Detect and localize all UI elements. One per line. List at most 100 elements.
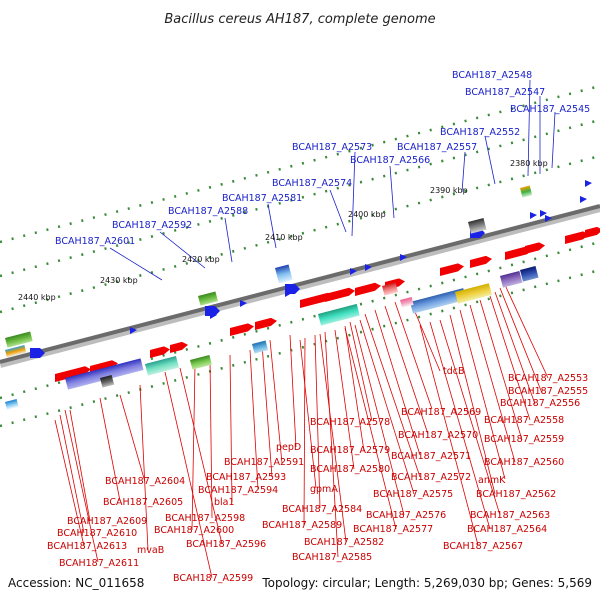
colored-gene-block xyxy=(5,398,19,410)
bottom-leader-line xyxy=(499,287,543,394)
bottom-leader-line xyxy=(191,364,196,531)
scale-label: 2410 kbp xyxy=(265,233,303,242)
bottom-leader-line xyxy=(54,419,85,547)
bottom-gene-label: BCAH187_A2605 xyxy=(103,497,183,508)
colored-gene-block xyxy=(520,185,533,198)
bottom-leader-line xyxy=(314,334,321,509)
colored-gene-block xyxy=(145,355,179,376)
bottom-gene-label: BCAH187_A2584 xyxy=(282,504,362,515)
bottom-leader-line xyxy=(429,321,491,530)
bottom-leader-line xyxy=(119,394,146,483)
gene-arrow-blue xyxy=(240,300,247,307)
gene-arrow-forward xyxy=(325,287,355,302)
top-gene-label: BCAH187_A2566 xyxy=(350,155,430,166)
gene-arrow-blue xyxy=(130,327,137,334)
gene-arrow-blue xyxy=(530,212,537,219)
colored-gene-block xyxy=(318,303,360,326)
top-leader-line xyxy=(527,79,531,177)
bottom-gene-label: tdcB xyxy=(443,366,465,377)
gene-arrow-blue xyxy=(585,180,592,187)
bottom-gene-label: anmK xyxy=(478,475,506,486)
bottom-leader-line xyxy=(324,331,339,558)
bottom-gene-label: BCAH187_A2556 xyxy=(500,398,580,409)
bottom-leader-line xyxy=(449,314,496,495)
guide-track xyxy=(0,240,600,400)
bottom-gene-label: mvaB xyxy=(137,545,164,556)
top-gene-label: BCAH187_A2581 xyxy=(222,193,302,204)
bottom-gene-label: BCAH187_A2570 xyxy=(398,430,478,441)
scale-label: 2420 kbp xyxy=(182,255,220,264)
bottom-gene-label: BCAH187_A2611 xyxy=(59,558,139,569)
guide-track xyxy=(0,118,600,278)
gene-arrow-blue xyxy=(545,215,552,222)
colored-gene-block xyxy=(455,283,492,304)
colored-gene-block xyxy=(520,265,539,282)
bottom-leader-line xyxy=(164,371,213,579)
top-gene-label: BCAH187_A2545 xyxy=(510,104,590,115)
bottom-gene-label: BCAH187_A2594 xyxy=(198,485,278,496)
bottom-gene-label: BCAH187_A2610 xyxy=(57,528,137,539)
bottom-gene-label: BCAH187_A2591 xyxy=(224,457,304,468)
scale-label: 2440 kbp xyxy=(18,293,56,302)
bottom-leader-line xyxy=(374,309,421,456)
gene-arrow-forward xyxy=(525,242,545,254)
bottom-gene-label: BCAH187_A2569 xyxy=(401,407,481,418)
map-title: Bacillus cereus AH187, complete genome xyxy=(164,12,435,27)
bottom-leader-line xyxy=(261,343,273,478)
colored-gene-block xyxy=(100,374,115,388)
bottom-gene-label: BCAH187_A2553 xyxy=(508,373,588,384)
gene-arrow-forward xyxy=(150,346,170,358)
gene-arrow-blue xyxy=(350,268,357,275)
bottom-gene-label: BCAH187_A2609 xyxy=(67,516,147,527)
gene-arrow-blue xyxy=(540,210,547,217)
colored-gene-block xyxy=(275,264,293,284)
colored-gene-block xyxy=(468,217,487,234)
bottom-leader-line xyxy=(209,359,213,519)
bottom-gene-label: BCAH187_A2575 xyxy=(373,489,453,500)
top-leader-line xyxy=(159,231,206,269)
top-leader-line xyxy=(109,247,163,281)
bottom-gene-label: BCAH187_A2571 xyxy=(391,451,471,462)
bottom-leader-line xyxy=(303,337,306,526)
bottom-leader-line xyxy=(504,284,549,379)
bottom-leader-line xyxy=(349,321,373,422)
genome-backbone xyxy=(0,204,600,368)
scale-label: 2380 kbp xyxy=(510,159,548,168)
guide-track xyxy=(0,154,600,314)
colored-gene-block xyxy=(252,340,269,354)
top-gene-label: BCAH187_A2557 xyxy=(397,142,477,153)
bottom-leader-line xyxy=(179,367,223,545)
bottom-leader-line xyxy=(299,339,317,489)
bottom-leader-line xyxy=(354,324,405,516)
bottom-leader-line xyxy=(459,309,506,480)
gene-arrow-forward xyxy=(355,282,381,296)
bottom-leader-line xyxy=(269,339,283,464)
bottom-leader-line xyxy=(229,354,233,503)
top-leader-line xyxy=(461,151,466,193)
colored-gene-block xyxy=(410,288,467,314)
gene-labels: BCAH187_A2548 BCAH187_A2547 BCAH187_A2545 B… xyxy=(47,70,590,584)
bottom-leader-line xyxy=(494,291,536,405)
top-leader-line xyxy=(329,189,347,233)
bottom-leader-line xyxy=(384,305,429,435)
colored-gene-block xyxy=(4,344,27,358)
top-gene-label: BCAH187_A2573 xyxy=(292,142,372,153)
gene-arrow-blue xyxy=(400,254,407,261)
bottom-gene-label: BCAH187_A2578 xyxy=(310,417,390,428)
gene-arrow-blue xyxy=(365,264,372,271)
colored-gene-block xyxy=(190,354,212,370)
bottom-gene-label: bla1 xyxy=(214,497,235,508)
gene-arrow-forward xyxy=(55,366,91,382)
bottom-gene-label: pepD xyxy=(276,442,301,453)
bottom-leader-line xyxy=(344,327,397,530)
top-leader-line xyxy=(551,111,556,169)
bottom-leader-line xyxy=(489,295,531,421)
bottom-leader-line xyxy=(334,329,355,470)
bottom-gene-label: BCAH187_A2555 xyxy=(508,386,588,397)
bottom-gene-label: BCAH187_A2599 xyxy=(173,573,253,584)
bottom-gene-label: BCAH187_A2559 xyxy=(484,434,564,445)
bottom-gene-label: BCAH187_A2613 xyxy=(47,541,127,552)
bottom-leader-line xyxy=(289,334,297,448)
bottom-gene-label: BCAH187_A2585 xyxy=(292,552,372,563)
